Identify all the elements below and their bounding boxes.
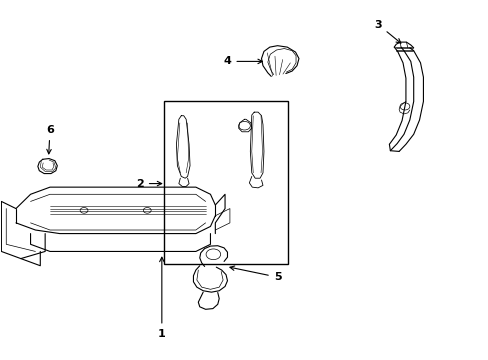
Text: 6: 6 (46, 125, 54, 154)
Text: 5: 5 (229, 266, 281, 282)
Text: 4: 4 (223, 57, 262, 66)
Text: 3: 3 (374, 19, 400, 43)
Text: 1: 1 (158, 257, 165, 339)
Bar (164, 102, 287, 264)
Text: 2: 2 (136, 179, 162, 189)
